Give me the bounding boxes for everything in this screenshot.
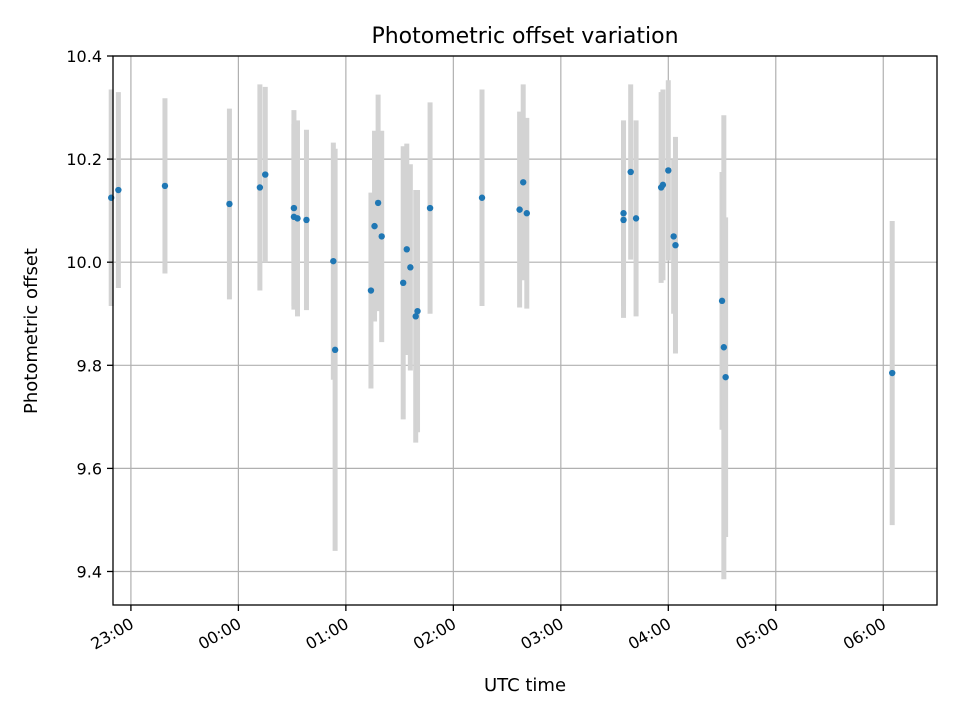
- data-point: [659, 181, 667, 189]
- data-point: [303, 216, 310, 224]
- error-bars: [108, 80, 895, 580]
- data-point: [330, 257, 337, 265]
- data-point: [665, 167, 672, 174]
- x-axis-label: UTC time: [484, 675, 566, 696]
- y-tick-label: 10.2: [66, 150, 102, 169]
- data-point: [294, 215, 301, 222]
- data-point: [412, 313, 419, 320]
- data-point: [290, 204, 298, 212]
- data-point: [403, 246, 410, 253]
- data-point: [115, 186, 122, 194]
- y-axis-label: Photometric offset: [21, 248, 42, 414]
- x-tick-label: 23:00: [87, 614, 136, 654]
- x-tick-labels: 23:00 00:00 01:00 02:00 03:00 04:00 05:00 06:00: [87, 614, 889, 654]
- y-tick-labels: 9.4 9.6 9.8 10.0 10.2 10.4: [66, 47, 102, 581]
- data-point: [399, 279, 407, 287]
- data-point: [374, 199, 382, 207]
- y-tick-label: 9.4: [77, 562, 102, 581]
- data-point: [632, 215, 640, 222]
- x-tick-label: 05:00: [732, 614, 781, 654]
- x-tick-label: 00:00: [195, 614, 244, 654]
- y-tick-label: 10.4: [66, 47, 102, 66]
- data-points: [108, 167, 896, 381]
- y-tick-label: 10.0: [66, 253, 102, 272]
- data-point: [414, 307, 421, 315]
- data-point: [478, 194, 486, 201]
- data-point: [620, 210, 627, 217]
- data-point: [407, 264, 414, 271]
- x-tick-label: 02:00: [410, 614, 459, 654]
- data-point: [161, 182, 169, 190]
- chart-title: Photometric offset variation: [371, 24, 678, 49]
- data-point: [378, 233, 385, 240]
- y-tick-label: 9.6: [77, 459, 102, 478]
- data-point: [331, 346, 339, 354]
- data-point: [672, 241, 679, 249]
- data-point: [226, 200, 233, 208]
- data-point: [262, 171, 269, 178]
- data-point: [720, 344, 728, 351]
- data-point: [256, 184, 264, 191]
- y-tick-label: 9.8: [77, 356, 102, 375]
- x-tick-label: 04:00: [625, 614, 674, 654]
- data-point: [718, 297, 726, 305]
- data-point: [523, 210, 530, 217]
- data-point: [520, 179, 527, 186]
- data-point: [371, 222, 378, 230]
- data-point: [722, 373, 729, 381]
- data-point: [426, 204, 434, 212]
- data-point: [627, 168, 634, 176]
- axis-ticks: [107, 55, 884, 611]
- data-point: [516, 206, 523, 213]
- data-point: [670, 233, 677, 240]
- x-tick-label: 03:00: [517, 614, 566, 654]
- x-tick-label: 01:00: [302, 614, 351, 654]
- x-tick-label: 06:00: [840, 614, 889, 654]
- data-point: [367, 287, 375, 294]
- data-point: [889, 369, 896, 377]
- data-point: [620, 216, 627, 224]
- plot-frame: [112, 55, 938, 606]
